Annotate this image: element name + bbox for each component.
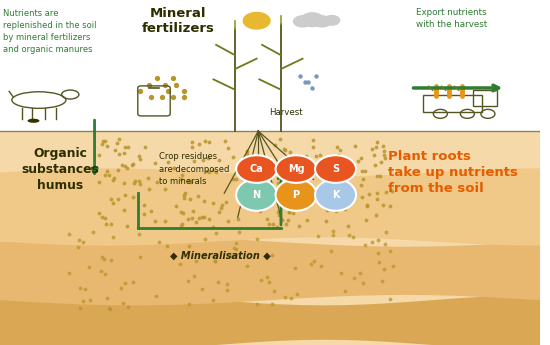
Text: Organic
substances
humus: Organic substances humus [21, 147, 100, 191]
Text: Harvest: Harvest [270, 108, 303, 117]
Circle shape [293, 15, 312, 28]
Ellipse shape [315, 155, 356, 183]
Polygon shape [0, 168, 540, 246]
Polygon shape [0, 295, 540, 345]
Text: ◆ Mineralisation ◆: ◆ Mineralisation ◆ [170, 251, 271, 261]
Text: N: N [252, 190, 261, 200]
Ellipse shape [315, 179, 356, 211]
Text: Export nutrients
with the harvest: Export nutrients with the harvest [416, 8, 487, 29]
Text: Mineral
fertilizers: Mineral fertilizers [142, 7, 214, 36]
Text: Crop residues
are decomposed
to minerals: Crop residues are decomposed to minerals [160, 152, 230, 186]
Circle shape [300, 12, 324, 27]
Circle shape [323, 15, 340, 26]
Text: S: S [332, 164, 339, 174]
Ellipse shape [276, 179, 317, 211]
Text: P: P [293, 190, 300, 200]
Ellipse shape [236, 155, 277, 183]
Ellipse shape [276, 155, 317, 183]
Circle shape [243, 12, 271, 30]
Bar [0, 0, 540, 131]
Text: K: K [332, 190, 339, 200]
Circle shape [312, 15, 332, 28]
Text: Plant roots
take up nutrients
from the soil: Plant roots take up nutrients from the s… [388, 150, 518, 195]
Ellipse shape [236, 179, 277, 211]
Text: Nutrients are
replenished in the soil
by mineral fertilizers
and organic manures: Nutrients are replenished in the soil by… [3, 9, 96, 54]
Text: Ca: Ca [250, 164, 263, 174]
Text: Mg: Mg [288, 164, 304, 174]
Polygon shape [0, 131, 540, 345]
Polygon shape [0, 236, 540, 305]
Ellipse shape [28, 119, 40, 123]
